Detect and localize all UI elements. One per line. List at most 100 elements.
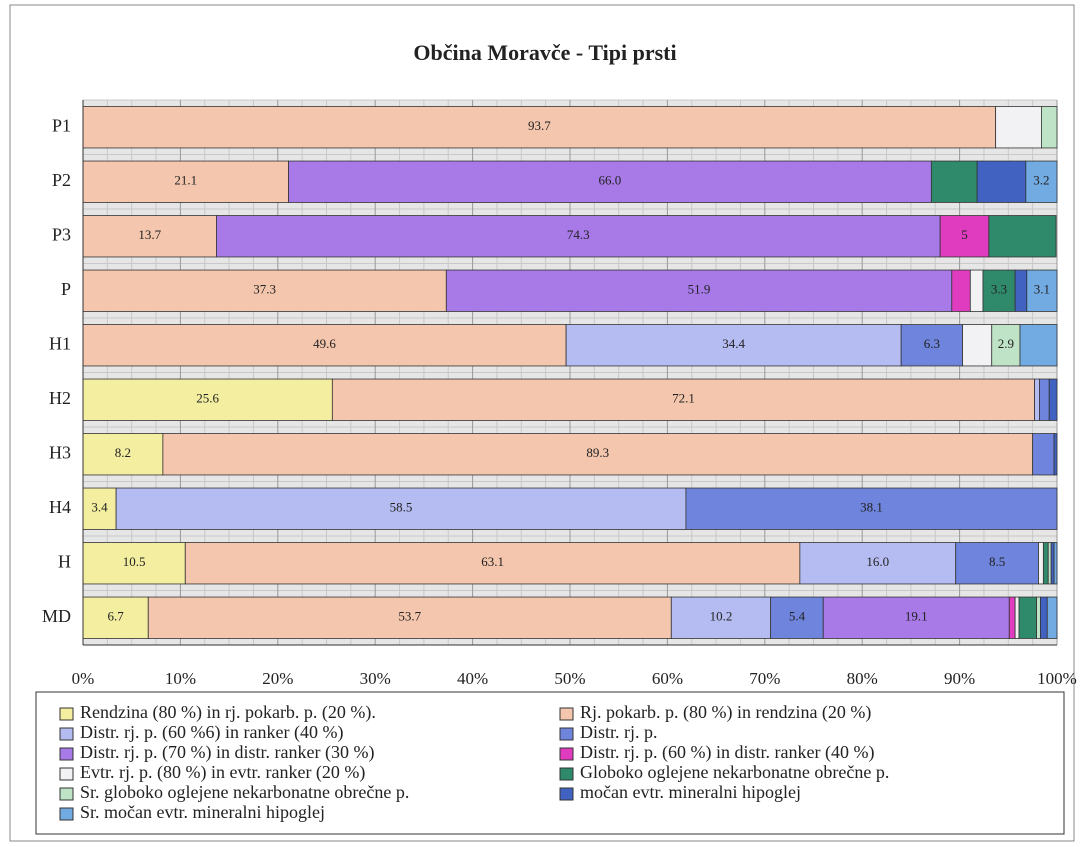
data-label: 6.3 <box>924 336 940 351</box>
data-label: 8.2 <box>115 445 131 460</box>
bar-segment <box>1041 106 1058 149</box>
bar-segment <box>951 269 971 312</box>
legend-label: Sr. globoko oglejene nekarbonatne obrečn… <box>80 782 409 802</box>
bar-segment <box>1026 269 1058 312</box>
data-label: 10.2 <box>710 609 733 624</box>
data-label: 21.1 <box>174 173 197 188</box>
data-label: 89.3 <box>586 445 609 460</box>
data-label: 16.0 <box>866 554 889 569</box>
bar-segment <box>955 542 1039 585</box>
data-label: 66.0 <box>599 173 622 188</box>
data-label: 3.3 <box>991 282 1007 297</box>
bar-segment <box>1014 596 1020 639</box>
x-tick-label: 20% <box>262 669 293 688</box>
legend: Rendzina (80 %) in rj. pokarb. p. (20 %)… <box>59 702 889 822</box>
bar-segment <box>82 596 149 639</box>
data-label: 72.1 <box>672 391 695 406</box>
bar-segment <box>82 433 164 476</box>
legend-label: Distr. rj. p. (60 %6) in ranker (40 %) <box>80 722 343 743</box>
bar-segment <box>1034 378 1040 421</box>
bar-segment <box>930 160 978 203</box>
data-label: 37.3 <box>253 282 276 297</box>
legend-label: Rj. pokarb. p. (80 %) in rendzina (20 %) <box>580 702 871 723</box>
bar-segment <box>288 160 932 203</box>
x-tick-label: 70% <box>749 669 780 688</box>
data-label: 5 <box>961 227 968 242</box>
bar-segment <box>799 542 957 585</box>
data-label: 3.2 <box>1033 173 1049 188</box>
data-label: 19.1 <box>905 609 928 624</box>
bar-segment <box>331 378 1035 421</box>
data-label: 8.5 <box>989 554 1005 569</box>
legend-swatch <box>559 767 574 781</box>
legend-label: močan evtr. mineralni hipoglej <box>580 782 801 802</box>
bar-segment <box>1042 542 1049 585</box>
legend-swatch <box>59 707 74 721</box>
bar-segment <box>988 215 1057 258</box>
data-label: 5.4 <box>789 609 806 624</box>
data-label: 10.5 <box>123 554 146 569</box>
data-label: 74.3 <box>567 227 590 242</box>
legend-box <box>35 691 1065 835</box>
data-label: 34.4 <box>722 336 745 351</box>
chart-title: Občina Moravče - Tipi prsti <box>413 40 676 65</box>
x-tick-label: 10% <box>165 669 196 688</box>
legend-swatch <box>59 807 74 821</box>
y-tick-label: H3 <box>49 442 71 462</box>
data-label: 13.7 <box>138 227 161 242</box>
bar-segment <box>822 596 1010 639</box>
legend-label: Sr. močan evtr. mineralni hipoglej <box>80 802 325 822</box>
legend-label: Evtr. rj. p. (80 %) in evtr. ranker (20 … <box>80 762 365 783</box>
bar-segment <box>82 324 567 367</box>
x-tick-label: 0% <box>72 669 95 688</box>
data-label: 93.7 <box>528 118 551 133</box>
bar-segment <box>1014 269 1028 312</box>
bar-segment <box>976 160 1027 203</box>
data-label: 3.1 <box>1034 282 1050 297</box>
bar-segment <box>939 215 990 258</box>
legend-swatch <box>559 727 574 741</box>
y-tick-label: H2 <box>49 388 71 408</box>
bar-segment <box>685 487 1058 530</box>
bar-segment <box>900 324 963 367</box>
bar-segment <box>995 106 1042 149</box>
y-tick-label: P2 <box>52 170 71 190</box>
bar-segment <box>82 215 217 258</box>
legend-label: Globoko oglejene nekarbonatne obrečne p. <box>580 762 889 782</box>
bar-segment <box>1047 542 1052 585</box>
y-tick-label: H4 <box>49 497 71 517</box>
bar-segment <box>1025 160 1058 203</box>
bar-segment <box>1048 378 1058 421</box>
data-label: 49.6 <box>313 336 336 351</box>
bar-segment <box>1036 596 1041 639</box>
bar-segment <box>445 269 953 312</box>
bar-segment <box>82 106 997 149</box>
bar-segment <box>1053 542 1058 585</box>
x-tick-label: 30% <box>360 669 391 688</box>
x-tick-label: 90% <box>944 669 975 688</box>
bar-segment <box>1008 596 1016 639</box>
x-tick-label: 50% <box>554 669 585 688</box>
bar-segment <box>991 324 1021 367</box>
legend-swatch <box>559 707 574 721</box>
legend-swatch <box>59 747 74 761</box>
bar-segment <box>1038 542 1044 585</box>
x-tick-label: 60% <box>652 669 683 688</box>
data-label: 38.1 <box>860 500 883 515</box>
bar-segment <box>162 433 1034 476</box>
bar-segment <box>1050 542 1055 585</box>
bar-segment <box>565 324 902 367</box>
legend-label: Distr. rj. p. (70 %) in distr. ranker (3… <box>80 742 374 763</box>
data-label: 53.7 <box>398 609 421 624</box>
data-label: 25.6 <box>196 391 219 406</box>
bar-segment <box>82 487 117 530</box>
data-label: 51.9 <box>688 282 711 297</box>
data-label: 63.1 <box>481 554 504 569</box>
bar-segment <box>184 542 801 585</box>
bar-segment <box>962 324 993 367</box>
bar-segment <box>216 215 941 258</box>
bar-segment <box>1039 378 1050 421</box>
x-tick-label: 40% <box>457 669 488 688</box>
y-tick-label: MD <box>42 606 71 626</box>
